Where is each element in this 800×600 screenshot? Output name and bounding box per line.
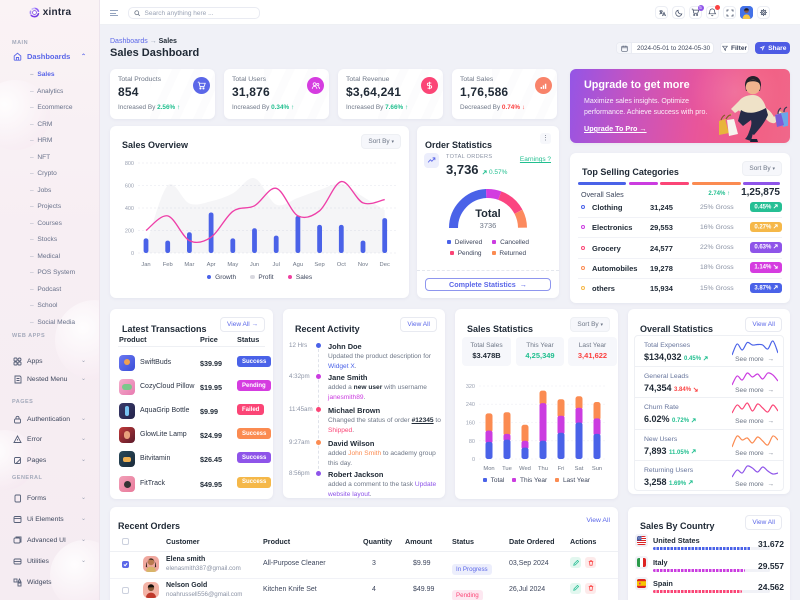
svg-text:400: 400: [125, 206, 134, 212]
svg-text:Mar: Mar: [184, 262, 194, 268]
svg-text:Wed: Wed: [519, 466, 531, 472]
svg-text:Mon: Mon: [483, 466, 494, 472]
svg-text:0: 0: [472, 457, 475, 463]
svg-text:Apr: Apr: [207, 262, 216, 268]
svg-text:Agu: Agu: [293, 262, 303, 268]
svg-text:Jan: Jan: [141, 262, 150, 268]
svg-text:Jul: Jul: [272, 262, 279, 268]
svg-text:800: 800: [125, 161, 134, 167]
svg-text:200: 200: [125, 229, 134, 235]
svg-text:Sat: Sat: [575, 466, 584, 472]
svg-text:320: 320: [466, 384, 475, 390]
svg-text:160: 160: [466, 421, 475, 427]
svg-text:Fri: Fri: [558, 466, 565, 472]
svg-text:240: 240: [466, 402, 475, 408]
svg-text:Sun: Sun: [592, 466, 602, 472]
svg-text:Jun: Jun: [250, 262, 259, 268]
svg-text:80: 80: [469, 439, 475, 445]
svg-text:Feb: Feb: [163, 262, 173, 268]
svg-text:Thu: Thu: [538, 466, 548, 472]
svg-text:Nov: Nov: [358, 262, 368, 268]
svg-text:Oct: Oct: [337, 262, 346, 268]
svg-text:Dec: Dec: [380, 262, 390, 268]
svg-text:0: 0: [131, 251, 134, 257]
svg-text:Tue: Tue: [502, 466, 512, 472]
svg-text:Sep: Sep: [314, 262, 324, 268]
svg-text:600: 600: [125, 184, 134, 190]
svg-text:May: May: [227, 262, 238, 268]
